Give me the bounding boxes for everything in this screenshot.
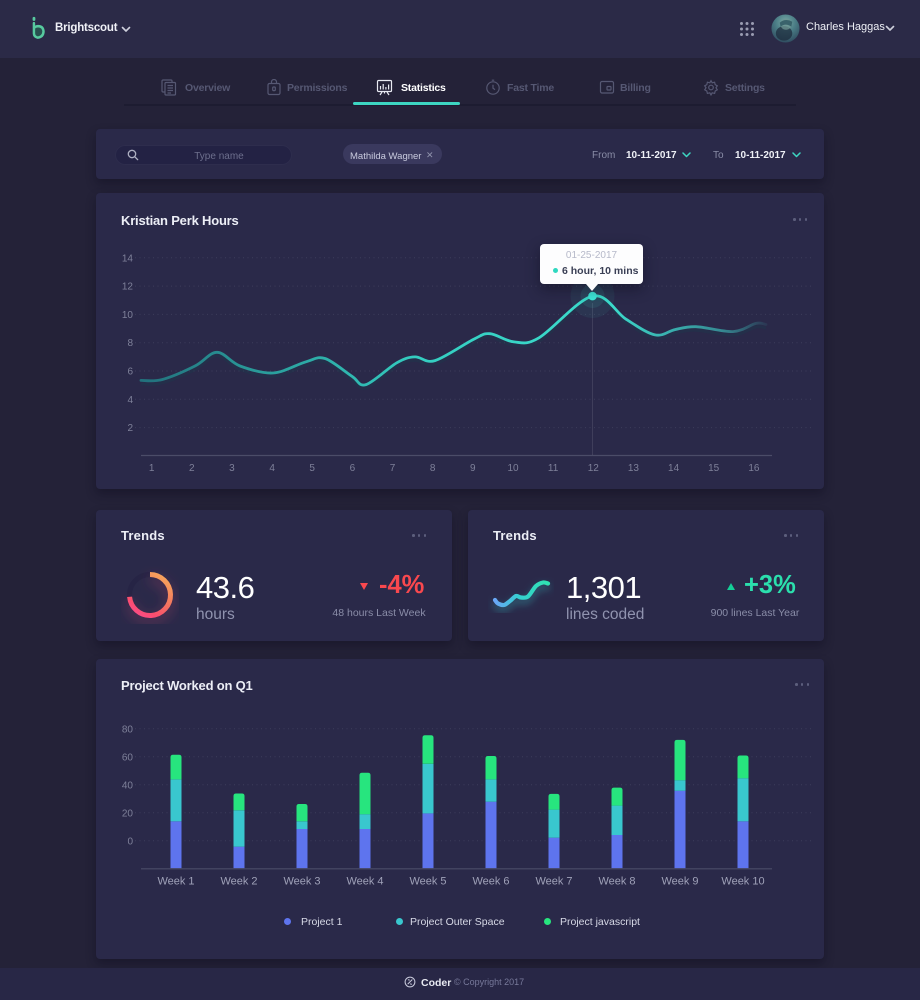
- svg-text:6: 6: [127, 367, 133, 378]
- svg-text:Week 8: Week 8: [598, 876, 635, 888]
- svg-text:15: 15: [708, 463, 720, 474]
- svg-text:Week 4: Week 4: [346, 876, 383, 888]
- svg-text:14: 14: [668, 463, 680, 474]
- svg-text:Week 7: Week 7: [535, 876, 572, 888]
- svg-text:Week 1: Week 1: [157, 876, 194, 888]
- svg-text:4: 4: [269, 463, 275, 474]
- svg-text:2: 2: [127, 423, 133, 434]
- svg-text:3: 3: [229, 463, 235, 474]
- svg-text:14: 14: [122, 253, 134, 264]
- svg-text:Week 3: Week 3: [283, 876, 320, 888]
- svg-text:Week 10: Week 10: [721, 876, 764, 888]
- svg-text:20: 20: [122, 808, 134, 819]
- svg-text:40: 40: [122, 780, 134, 791]
- svg-text:Week 9: Week 9: [661, 876, 698, 888]
- svg-text:16: 16: [748, 463, 760, 474]
- svg-text:8: 8: [430, 463, 436, 474]
- svg-text:12: 12: [122, 282, 134, 293]
- svg-text:80: 80: [122, 724, 134, 735]
- svg-text:60: 60: [122, 752, 134, 763]
- svg-text:5: 5: [309, 463, 315, 474]
- svg-text:11: 11: [548, 463, 559, 474]
- svg-text:9: 9: [470, 463, 476, 474]
- svg-text:10: 10: [507, 463, 519, 474]
- svg-text:10: 10: [122, 310, 134, 321]
- svg-text:7: 7: [390, 463, 396, 474]
- svg-text:4: 4: [127, 395, 133, 406]
- svg-text:Week 5: Week 5: [409, 876, 446, 888]
- svg-text:13: 13: [628, 463, 640, 474]
- svg-text:12: 12: [588, 463, 600, 474]
- svg-text:8: 8: [127, 338, 133, 349]
- svg-text:2: 2: [189, 463, 195, 474]
- svg-text:0: 0: [127, 836, 133, 847]
- svg-text:6: 6: [350, 463, 356, 474]
- svg-text:Week 2: Week 2: [220, 876, 257, 888]
- svg-text:1: 1: [149, 463, 155, 474]
- svg-text:Week 6: Week 6: [472, 876, 509, 888]
